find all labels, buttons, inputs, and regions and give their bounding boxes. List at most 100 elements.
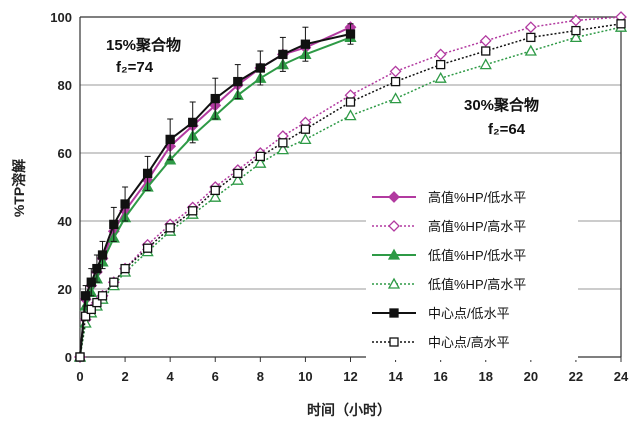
series-4-point-8 [165,134,175,145]
series-5-line [79,23,622,358]
legend-label-2: 低值%HP/低水平 [428,248,526,263]
x-tick-label-0: 0 [76,369,83,384]
series-5-point-16 [390,76,401,87]
series-4-point-7 [142,168,153,179]
series-3-point-17 [434,71,447,83]
series-4-line [79,33,351,358]
x-tick-label-11: 22 [569,369,583,384]
series-3-line [79,26,622,358]
series-4-point-11 [233,76,243,87]
legend-box [366,180,578,360]
series-4-point-2 [86,277,96,287]
series-5-point-3 [92,297,102,308]
series-3-point-20 [569,31,583,43]
series-4-point-15 [345,29,356,39]
series-5-point-19 [526,32,536,43]
series-5-point-13 [278,138,288,148]
legend-label-1: 高值%HP/高水平 [428,219,526,234]
series-4-point-14 [300,39,311,49]
annotation-15-f2: f₂=74 [116,59,154,76]
series-4-point-13 [278,49,288,60]
series-3-point-15 [344,109,357,121]
series-5-point-21 [616,19,626,29]
legend-marker-4 [389,308,399,318]
series-5-point-11 [233,168,243,179]
series-5-point-1 [80,311,91,321]
series-3-point-18 [479,58,492,70]
series-4-point-9 [188,117,198,128]
x-tick-label-8: 16 [433,369,447,384]
legend-marker-1 [388,220,400,232]
x-tick-label-1: 2 [121,369,128,384]
series-4-point-3 [92,263,102,274]
annotation-30-title: 30%聚合物 [464,96,539,114]
y-tick-label-3: 60 [58,146,72,161]
series-1-point-18 [479,34,492,47]
series-5-point-8 [165,223,175,233]
series-5-point-7 [142,243,153,253]
y-tick-label-4: 80 [58,78,72,93]
legend-label-5: 中心点/高水平 [428,335,510,350]
x-tick-label-4: 8 [257,369,264,384]
series-1-point-17 [434,48,447,61]
series-3-point-12 [254,156,267,168]
series-3-point-16 [389,92,402,104]
annotation-15-title: 15%聚合物 [106,36,181,54]
legend-label-4: 中心点/低水平 [428,306,510,321]
legend-marker-5 [389,337,399,347]
x-tick-label-2: 4 [167,369,175,384]
series-1-point-16 [389,65,402,78]
series-5-point-5 [109,277,119,287]
series-1-point-20 [569,14,582,27]
y-tick-labels: 0 20 40 60 80 100 [50,10,72,365]
series-5-point-2 [86,304,96,315]
y-axis-title: %TP溶解 [11,159,27,217]
y-tick-label-0: 0 [65,350,72,365]
legend-label-0: 高值%HP/低水平 [428,190,526,205]
x-tick-label-6: 12 [343,369,357,384]
series-3-point-14 [299,133,312,145]
series-3-point-19 [524,44,537,56]
series-5-point-15 [345,97,356,107]
series-5 [75,19,626,362]
y-tick-label-2: 40 [58,214,72,229]
series-4-point-5 [109,219,119,230]
x-tick-labels: 0 2 4 6 8 10 12 14 16 18 20 22 24 [76,369,629,384]
x-tick-label-10: 20 [524,369,538,384]
y-tick-label-5: 100 [50,10,72,25]
x-tick-label-12: 24 [614,369,629,384]
series-5-point-10 [210,185,220,196]
series-4-point-4 [97,250,108,260]
series-5-point-14 [300,124,311,134]
legend: 高值%HP/低水平高值%HP/高水平低值%HP/低水平低值%HP/高水平中心点/… [366,180,578,360]
legend-marker-0 [388,191,400,203]
series-5-point-17 [436,59,446,70]
series-5-point-9 [188,206,198,216]
legend-marker-2 [387,248,401,260]
legend-marker-3 [387,277,401,289]
series-4-point-10 [210,93,220,104]
series-5-point-12 [255,151,265,162]
y-tick-label-1: 20 [58,282,72,297]
annotation-30-f2: f₂=64 [488,121,526,138]
series-5-point-6 [120,263,130,274]
x-tick-label-9: 18 [479,369,493,384]
legend-label-3: 低值%HP/高水平 [428,277,526,292]
series-5-point-20 [571,25,581,36]
series-3-point-13 [276,143,289,155]
series-1-point-19 [524,21,537,34]
series-3-point-10 [209,190,222,202]
series-4-point-6 [120,199,130,209]
series-5-point-18 [481,46,491,56]
series-5-point-0 [75,352,85,362]
series-5-point-4 [97,291,108,301]
x-tick-label-7: 14 [388,369,403,384]
x-axis-title: 时间（小时） [307,402,391,418]
series-layer [73,11,628,363]
x-tick-label-3: 6 [212,369,219,384]
series-4-point-12 [255,63,265,73]
series-4-point-1 [80,291,91,301]
series-3-point-11 [231,173,244,185]
x-tick-label-5: 10 [298,369,312,384]
